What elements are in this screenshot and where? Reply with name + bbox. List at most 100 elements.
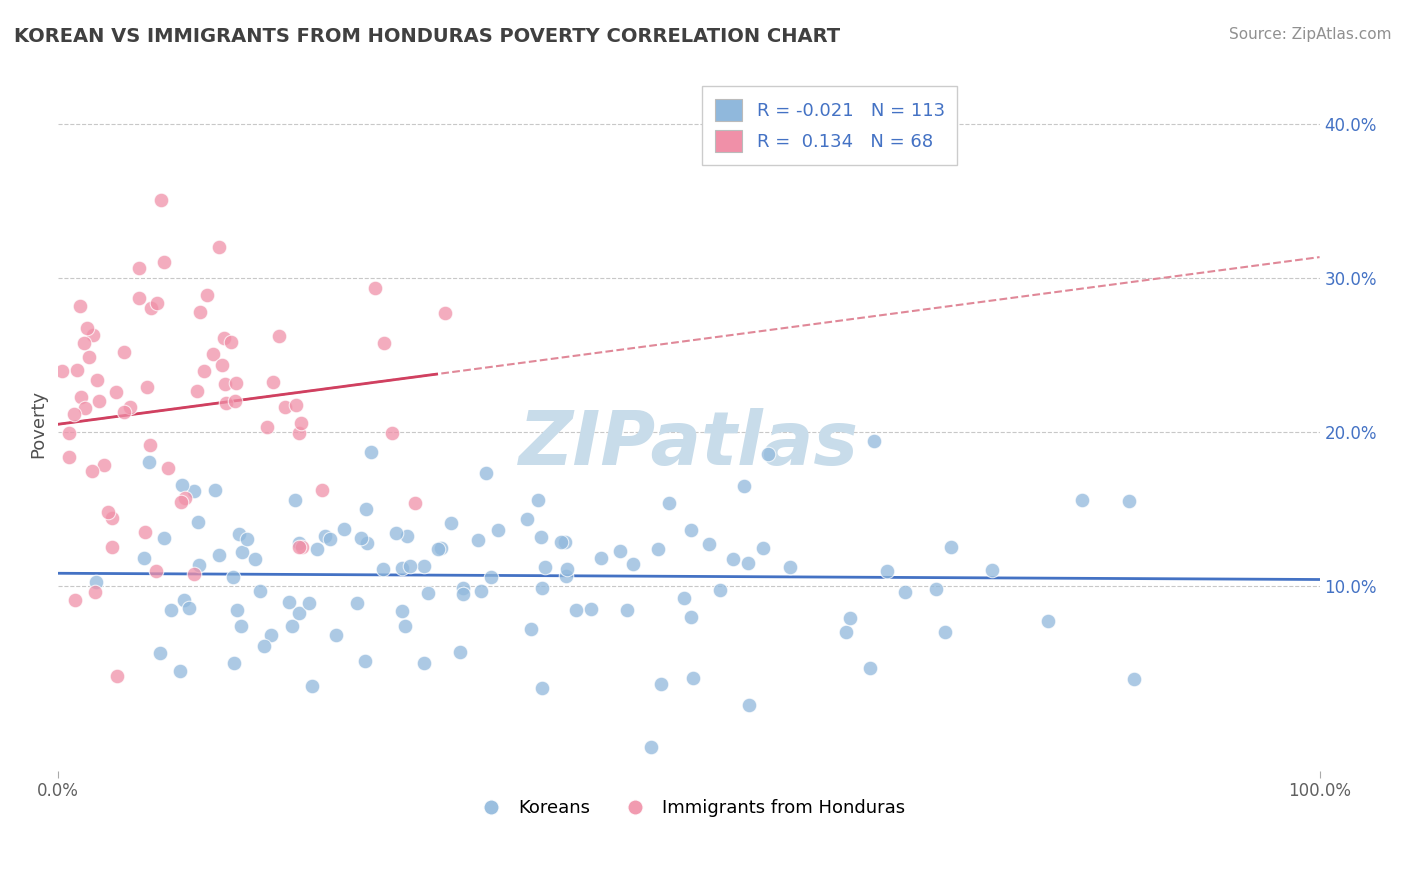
Point (579, 602, 602, 616)
Point (453, 581, 475, 595)
Point (134, 524, 156, 539)
Point (564, 603, 586, 617)
Point (894, 585, 917, 599)
Point (709, 583, 731, 598)
Legend: Koreans, Immigrants from Honduras: Koreans, Immigrants from Honduras (465, 791, 912, 824)
Y-axis label: Poverty: Poverty (30, 390, 46, 458)
Point (183, 567, 205, 582)
Point (228, 526, 250, 541)
Point (621, 557, 644, 571)
Text: KOREAN VS IMMIGRANTS FROM HONDURAS POVERTY CORRELATION CHART: KOREAN VS IMMIGRANTS FROM HONDURAS POVER… (14, 27, 841, 45)
Point (231, 545, 253, 559)
Point (93, 458, 115, 473)
Point (63, 593, 86, 607)
Point (249, 584, 271, 599)
Point (451, 587, 474, 601)
Point (373, 335, 395, 350)
Point (394, 619, 416, 633)
Point (105, 668, 128, 682)
Point (779, 560, 801, 574)
Point (980, 563, 1002, 577)
Point (530, 681, 553, 695)
Point (440, 516, 463, 531)
Point (650, 677, 672, 691)
Point (62, 407, 84, 421)
Point (224, 656, 246, 670)
Point (208, 240, 231, 254)
Point (373, 562, 395, 576)
Point (591, 550, 613, 565)
Point (51, 364, 73, 378)
Point (202, 347, 225, 361)
Point (195, 287, 218, 301)
Point (550, 535, 572, 549)
Point (533, 560, 555, 574)
Point (531, 581, 554, 595)
Point (153, 532, 176, 546)
Point (609, 543, 631, 558)
Point (287, 536, 309, 550)
Point (136, 380, 159, 394)
Point (311, 483, 333, 497)
Point (75, 401, 97, 415)
Point (100, 510, 122, 524)
Point (188, 304, 211, 318)
Point (640, 739, 662, 754)
Point (391, 604, 413, 618)
Point (307, 542, 329, 557)
Point (616, 603, 638, 617)
Point (152, 255, 174, 269)
Point (150, 193, 173, 207)
Point (876, 564, 898, 578)
Point (434, 306, 457, 320)
Point (934, 625, 956, 640)
Point (262, 375, 284, 389)
Point (752, 541, 775, 555)
Point (128, 260, 150, 275)
Point (360, 445, 382, 459)
Point (256, 420, 278, 434)
Point (314, 529, 336, 543)
Point (486, 523, 509, 537)
Point (363, 281, 385, 295)
Point (346, 596, 368, 610)
Point (834, 625, 856, 640)
Point (738, 698, 761, 713)
Point (80, 464, 103, 478)
Point (682, 671, 704, 685)
Point (120, 401, 142, 415)
Point (557, 562, 579, 576)
Point (69, 299, 91, 313)
Point (186, 384, 208, 398)
Point (66, 363, 89, 377)
Point (224, 394, 246, 409)
Point (291, 541, 314, 555)
Point (413, 558, 436, 573)
Point (333, 522, 356, 536)
Point (204, 483, 226, 497)
Point (527, 492, 550, 507)
Point (105, 385, 128, 400)
Point (229, 619, 252, 633)
Point (1118, 494, 1140, 508)
Point (146, 296, 169, 310)
Point (132, 551, 155, 566)
Point (554, 568, 576, 582)
Point (647, 541, 669, 556)
Point (170, 477, 193, 491)
Point (658, 496, 681, 510)
Point (212, 331, 235, 345)
Point (101, 540, 124, 554)
Point (356, 536, 378, 550)
Point (222, 570, 245, 584)
Point (160, 603, 183, 617)
Point (325, 627, 347, 641)
Point (354, 502, 377, 516)
Point (214, 376, 236, 391)
Point (737, 556, 759, 570)
Point (530, 530, 553, 544)
Point (554, 535, 576, 549)
Point (449, 645, 471, 659)
Point (288, 606, 311, 620)
Point (139, 301, 162, 315)
